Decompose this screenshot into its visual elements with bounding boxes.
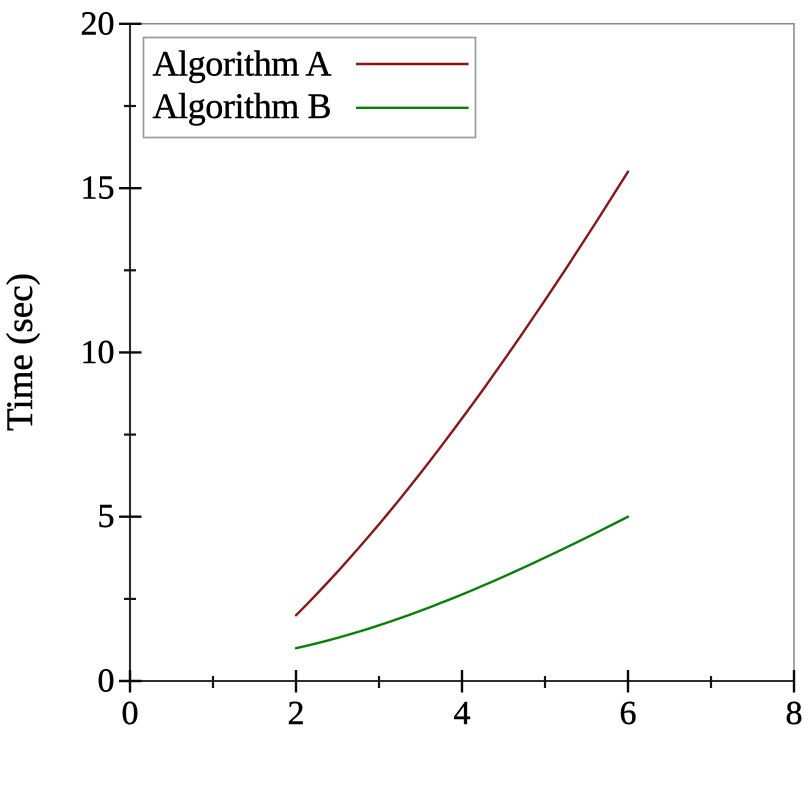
svg-text:Algorithm B: Algorithm B xyxy=(153,86,332,126)
svg-text:5: 5 xyxy=(98,498,115,535)
svg-text:15: 15 xyxy=(81,170,115,207)
svg-text:8: 8 xyxy=(786,695,803,732)
svg-text:2: 2 xyxy=(288,695,305,732)
svg-text:10: 10 xyxy=(81,334,115,371)
svg-text:Algorithm A: Algorithm A xyxy=(153,44,332,84)
svg-text:20: 20 xyxy=(81,5,115,42)
svg-text:Time (sec): Time (sec) xyxy=(0,273,41,431)
svg-text:0: 0 xyxy=(98,663,115,700)
svg-text:6: 6 xyxy=(620,695,637,732)
svg-text:0: 0 xyxy=(122,695,139,732)
svg-text:4: 4 xyxy=(454,695,471,732)
